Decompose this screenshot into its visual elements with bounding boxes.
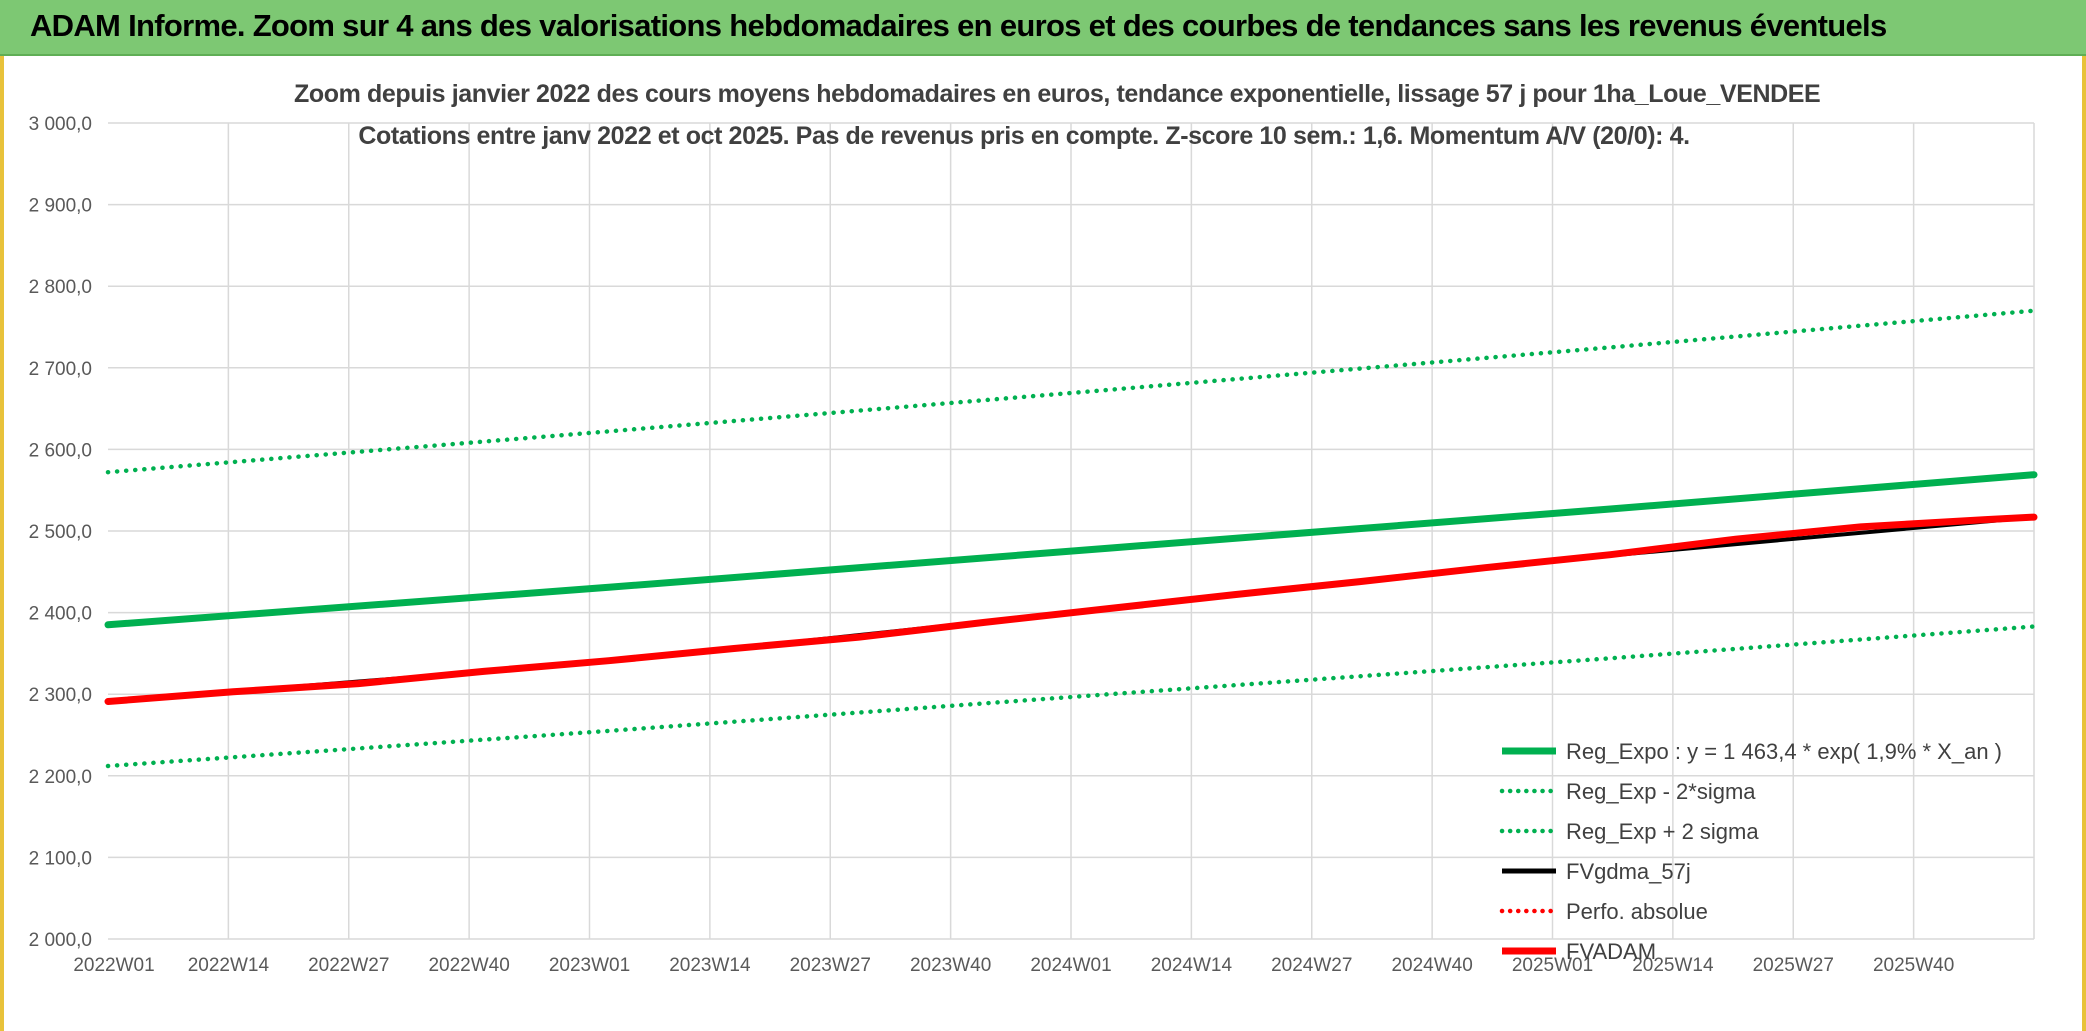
x-tick-label: 2025W27	[1753, 955, 1834, 976]
x-tick-label: 2024W01	[1030, 955, 1111, 976]
y-tick-label: 2 200,0	[29, 767, 92, 788]
y-tick-label: 2 800,0	[29, 277, 92, 298]
x-tick-label: 2025W14	[1632, 955, 1714, 976]
y-tick-label: 3 000,0	[29, 114, 92, 135]
x-tick-label: 2022W40	[428, 955, 509, 976]
series-line-reg-exp-2-sigma	[105, 308, 2037, 475]
series-line-fvadam	[104, 513, 2038, 705]
y-tick-label: 2 900,0	[29, 196, 92, 217]
x-tick-label: 2024W14	[1151, 955, 1233, 976]
legend-label: FVgdma_57j	[1566, 859, 1691, 884]
y-tick-label: 2 000,0	[29, 930, 92, 951]
chart-area: 2 000,0 2 100,0 2 200,0 2 300,0 2 400,0 2 500…	[0, 56, 2086, 1031]
legend-label: Reg_Exp - 2*sigma	[1566, 779, 1756, 804]
series-line-reg-exp-2-sigma	[105, 624, 2037, 769]
chart-subtitle: Cotations entre janv 2022 et oct 2025. P…	[358, 122, 1690, 150]
chart-title: Zoom depuis janvier 2022 des cours moyen…	[294, 80, 1821, 108]
x-tick-label: 2025W40	[1873, 955, 1954, 976]
line-chart: 2 000,0 2 100,0 2 200,0 2 300,0 2 400,0 2 500…	[29, 114, 2038, 976]
x-tick-label: 2023W27	[790, 955, 871, 976]
y-tick-label: 2 400,0	[29, 604, 92, 625]
x-tick-label: 2025W01	[1512, 955, 1593, 976]
header-bar: ADAM Informe. Zoom sur 4 ans des valoris…	[0, 0, 2086, 56]
x-tick-label: 2024W40	[1391, 955, 1472, 976]
x-tick-label: 2023W40	[910, 955, 991, 976]
legend-label: Perfo. absolue	[1566, 899, 1708, 924]
y-tick-label: 2 700,0	[29, 359, 92, 380]
series-line-reg-expo-y-1-463-4-exp-1-9-x-an-	[104, 471, 2038, 629]
legend-label: Reg_Expo : y = 1 463,4 * exp( 1,9% * X_a…	[1566, 739, 2002, 764]
y-tick-label: 2 300,0	[29, 685, 92, 706]
x-tick-label: 2023W14	[669, 955, 751, 976]
y-tick-label: 2 600,0	[29, 440, 92, 461]
y-tick-label: 2 500,0	[29, 522, 92, 543]
y-tick-label: 2 100,0	[29, 848, 92, 869]
legend-label: Reg_Exp + 2 sigma	[1566, 819, 1759, 844]
x-tick-label: 2023W01	[549, 955, 630, 976]
x-tick-label: 2022W27	[308, 955, 389, 976]
x-tick-label: 2024W27	[1271, 955, 1352, 976]
x-tick-label: 2022W14	[188, 955, 270, 976]
legend-label: FVADAM	[1566, 939, 1656, 964]
report-title: ADAM Informe. Zoom sur 4 ans des valoris…	[30, 8, 1887, 43]
x-tick-label: 2022W01	[73, 955, 154, 976]
